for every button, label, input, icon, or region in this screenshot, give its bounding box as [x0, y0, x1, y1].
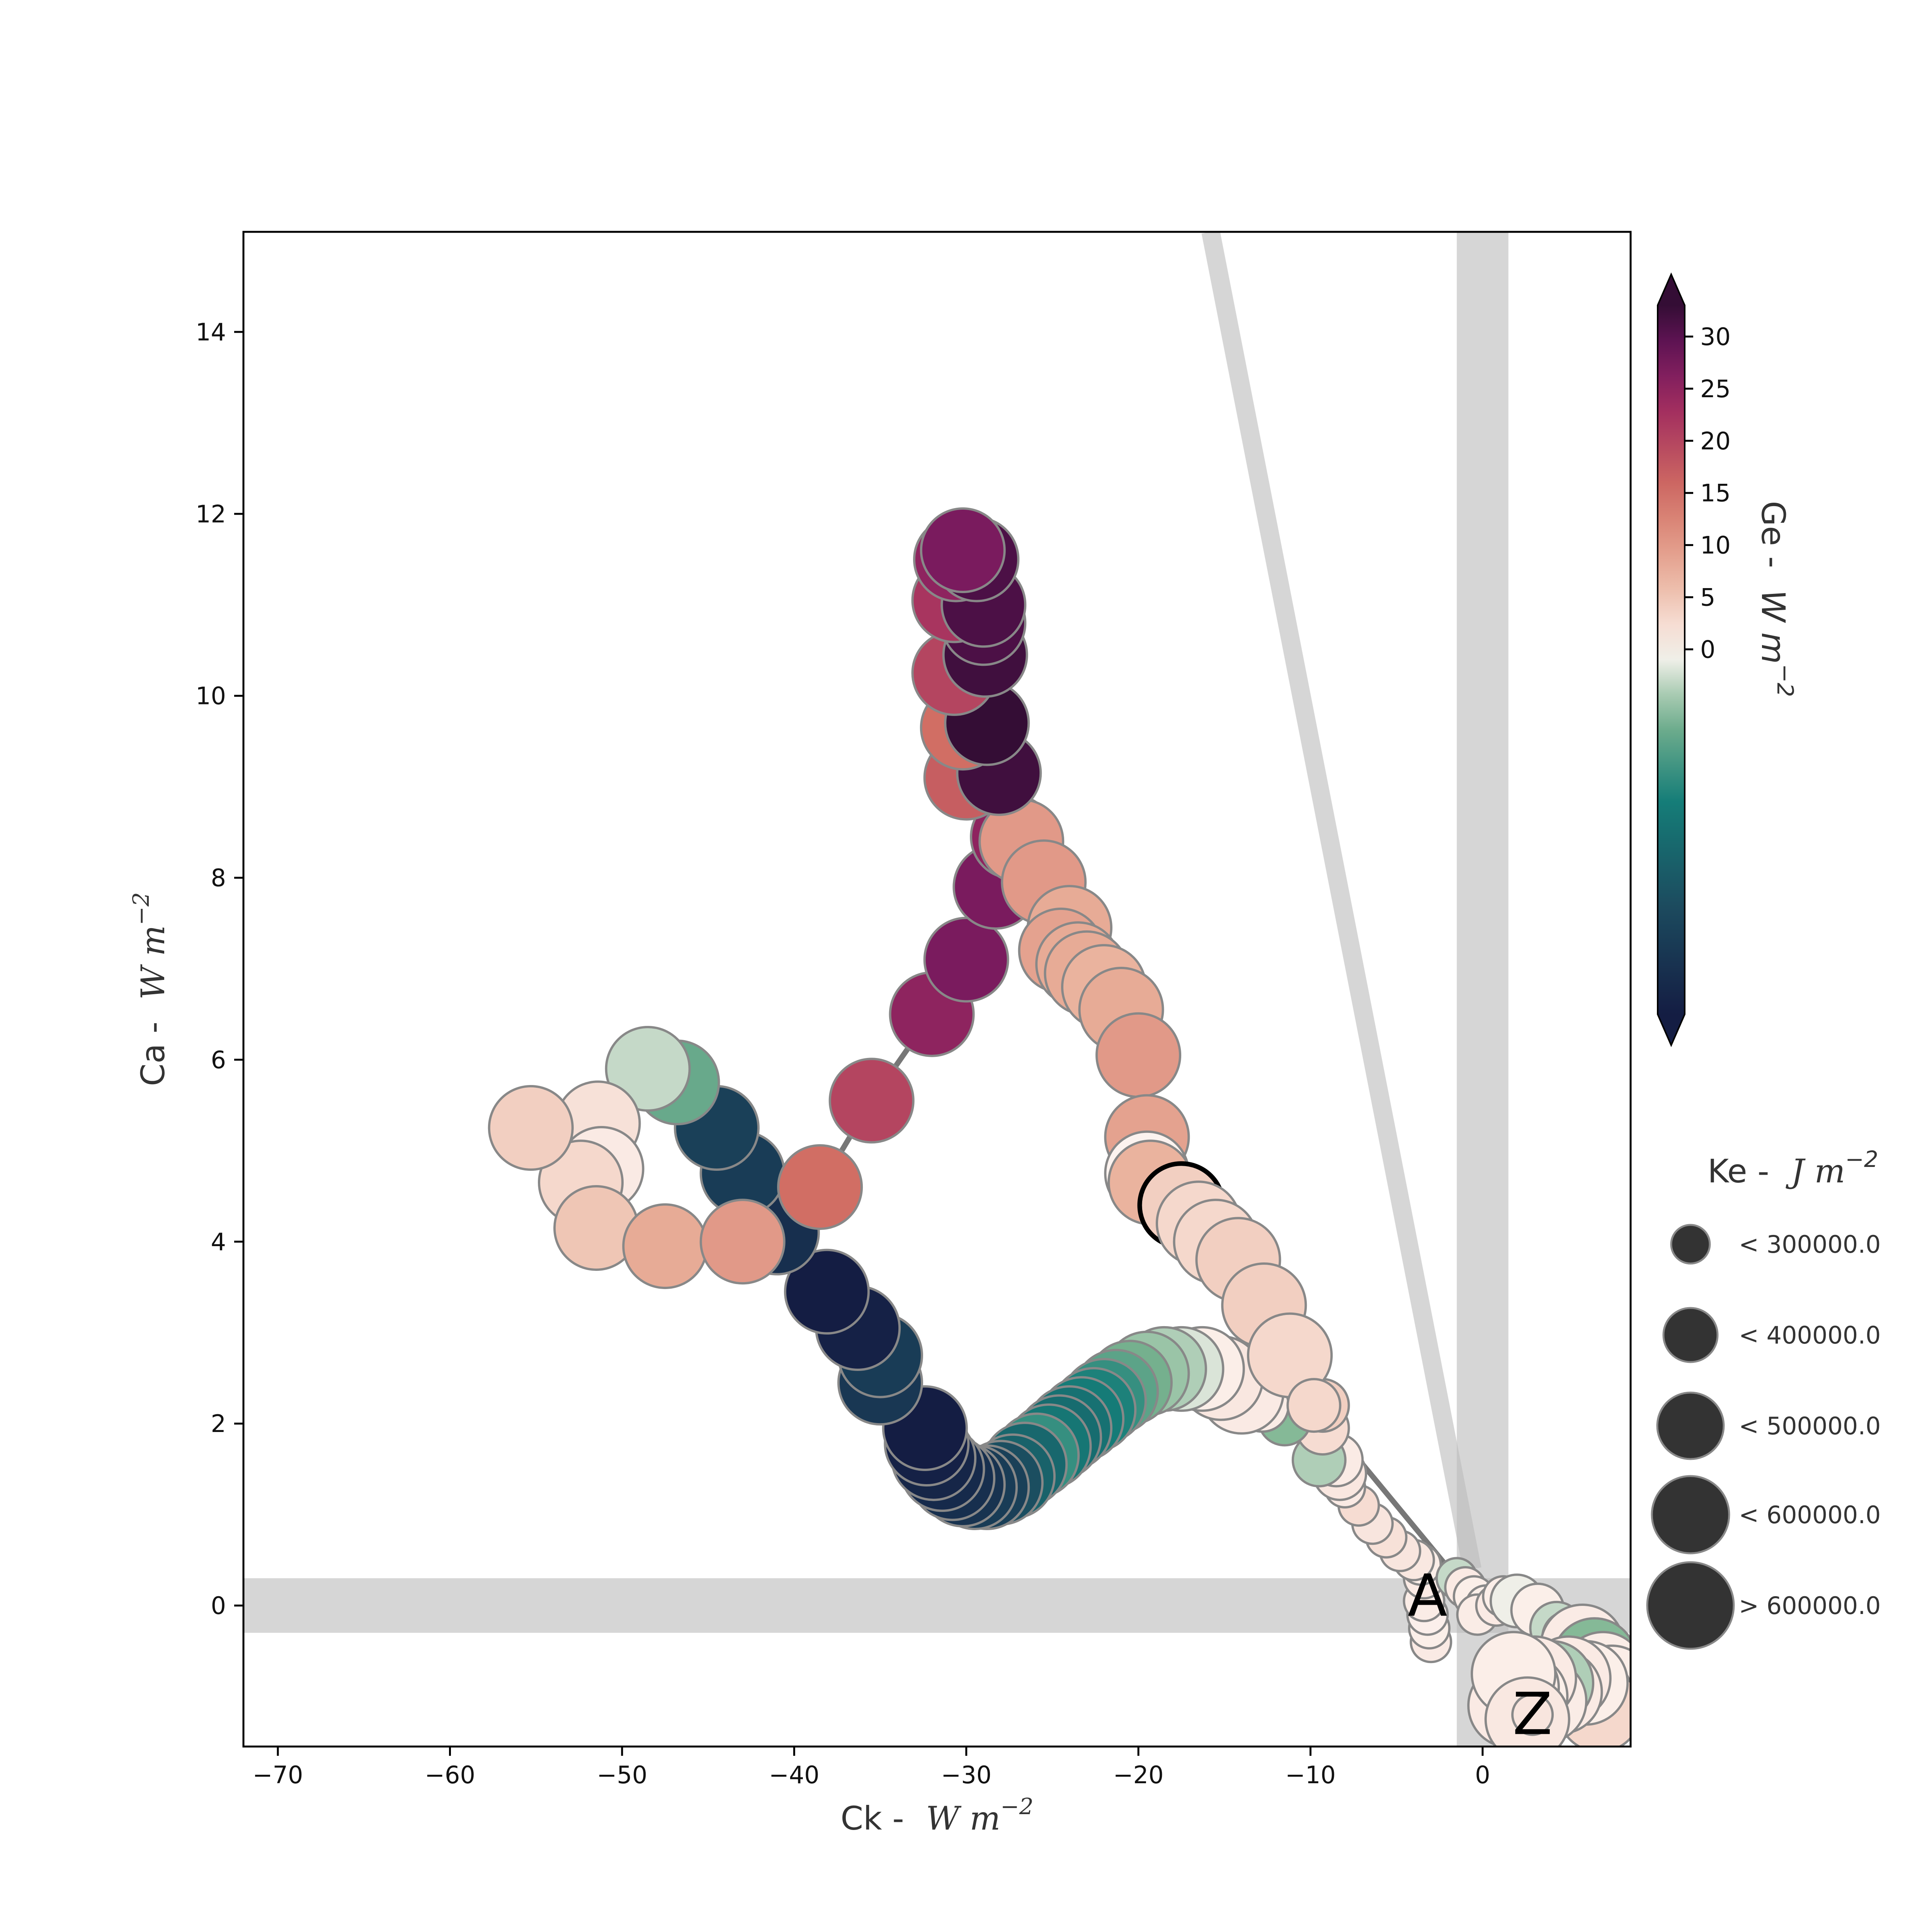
data-point — [1095, 1012, 1182, 1098]
colorbar: 0 5 10 15 20 25 30 — [1657, 272, 1731, 1047]
y-tick-label: 0 — [211, 1592, 226, 1620]
x-tick-label: −40 — [769, 1761, 820, 1789]
x-tick-label: −70 — [253, 1761, 303, 1789]
size-legend-label: < 400000.0 — [1739, 1321, 1881, 1349]
y-tick-label: 4 — [211, 1228, 226, 1256]
size-legend-label: < 300000.0 — [1739, 1230, 1881, 1259]
colorbar-gradient — [1658, 305, 1685, 1014]
x-tick-label: −20 — [1113, 1761, 1164, 1789]
y-tick-label: 2 — [211, 1410, 226, 1438]
data-points — [488, 507, 1631, 1747]
size-legend-label: < 500000.0 — [1739, 1412, 1881, 1440]
diagonal-reference-line — [1201, 232, 1481, 1571]
reference-shading — [243, 232, 1631, 1747]
colorbar-extend-max — [1658, 274, 1685, 305]
colorbar-tick-label: 25 — [1700, 375, 1731, 403]
data-point — [1511, 1693, 1554, 1736]
data-point — [784, 1248, 870, 1335]
data-point — [923, 917, 1009, 1003]
y-tick-label: 14 — [196, 318, 226, 346]
colorbar-tick-label: 5 — [1700, 583, 1715, 612]
colorbar-tick-label: 10 — [1700, 531, 1731, 560]
y-axis-title: Ca - W m−2 — [128, 892, 172, 1086]
x-tick-label: −10 — [1285, 1761, 1336, 1789]
size-legend-marker — [1670, 1224, 1711, 1265]
y-tick-label: 8 — [211, 864, 226, 892]
y-axis-ticks: 0 2 4 6 8 10 12 14 — [196, 318, 243, 1620]
x-axis-title: Ck - W m−2 — [840, 1793, 1033, 1837]
size-legend-marker — [1651, 1475, 1730, 1554]
data-point — [777, 1144, 863, 1230]
x-tick-label: −50 — [597, 1761, 647, 1789]
size-legend-title: Ke - J m−2 — [1708, 1146, 1878, 1190]
x-tick-label: −30 — [941, 1761, 992, 1789]
annotation-z: Z — [1513, 1681, 1553, 1748]
colorbar-title: Ge - W m−2 — [1754, 501, 1798, 697]
colorbar-tick-label: 15 — [1700, 479, 1731, 507]
size-legend-marker — [1656, 1391, 1725, 1460]
plot-frame — [242, 231, 1632, 1748]
data-point — [920, 507, 1006, 593]
x-tick-label: −60 — [425, 1761, 475, 1789]
horizontal-zero-band — [243, 1578, 1631, 1633]
annotations: AZ — [1408, 1563, 1552, 1748]
size-legend: < 300000.0 < 400000.0 < 500000.0 < 600000.0… — [1646, 1224, 1881, 1650]
size-legend-label: > 600000.0 — [1739, 1592, 1881, 1620]
data-point — [1286, 1378, 1342, 1433]
size-legend-marker — [1662, 1307, 1719, 1363]
y-tick-label: 6 — [211, 1046, 226, 1074]
data-point — [605, 1026, 691, 1112]
colorbar-tick-label: 0 — [1700, 636, 1715, 664]
colorbar-extend-min — [1658, 1014, 1685, 1045]
annotation-a: A — [1408, 1563, 1447, 1630]
data-point — [488, 1085, 574, 1171]
x-axis-ticks: −70 −60 −50 −40 −30 −20 −10 0 — [253, 1747, 1490, 1789]
size-legend-marker — [1646, 1561, 1735, 1650]
data-point — [622, 1203, 708, 1289]
y-tick-label: 10 — [196, 682, 226, 710]
x-tick-label: 0 — [1475, 1761, 1490, 1789]
colorbar-tick-label: 20 — [1700, 427, 1731, 455]
data-point — [699, 1199, 786, 1285]
data-point — [828, 1058, 915, 1144]
y-tick-label: 12 — [196, 500, 226, 528]
colorbar-outline — [1657, 272, 1685, 1047]
size-legend-label: < 600000.0 — [1739, 1501, 1881, 1529]
colorbar-tick-label: 30 — [1700, 323, 1731, 351]
